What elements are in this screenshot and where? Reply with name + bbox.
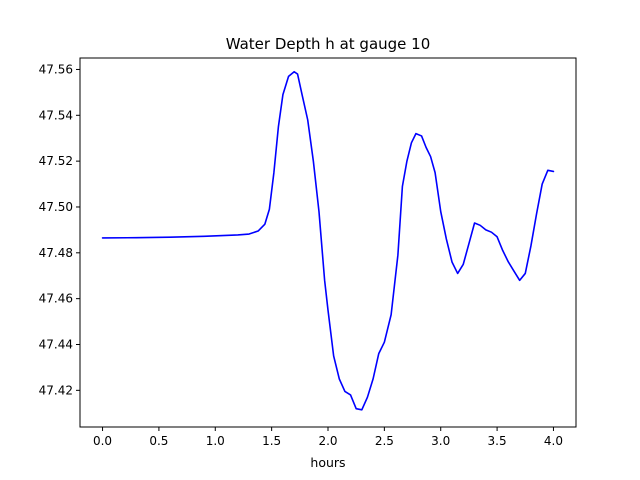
x-tick-label: 0.5: [149, 434, 168, 448]
y-tick-label: 47.44: [39, 337, 73, 351]
y-tick-label: 47.50: [39, 200, 73, 214]
chart-title: Water Depth h at gauge 10: [226, 35, 431, 53]
y-axis: 47.42 47.44 47.46 47.48 47.50 47.52 47.54 47.56: [39, 62, 80, 397]
series-line: [101, 70, 555, 411]
y-tick-label: 47.46: [39, 292, 73, 306]
plot-frame: [79, 57, 577, 428]
x-axis-label: hours: [310, 455, 345, 470]
x-tick-label: 0.0: [93, 434, 112, 448]
x-tick-label: 2.5: [375, 434, 394, 448]
y-tick-label: 47.54: [39, 108, 73, 122]
y-tick-label: 47.56: [39, 62, 73, 76]
y-tick-label: 47.52: [39, 154, 73, 168]
plot-area: [101, 70, 555, 411]
x-tick-label: 2.0: [318, 434, 337, 448]
y-tick-label: 47.42: [39, 383, 73, 397]
x-tick-label: 1.5: [262, 434, 281, 448]
y-tick-label: 47.48: [39, 246, 73, 260]
x-tick-label: 3.0: [431, 434, 450, 448]
x-tick-label: 4.0: [544, 434, 563, 448]
x-axis: 0.0 0.5 1.0 1.5 2.0 2.5 3.0 3.5 4.0: [93, 427, 563, 448]
x-tick-label: 1.0: [206, 434, 225, 448]
x-tick-label: 3.5: [488, 434, 507, 448]
